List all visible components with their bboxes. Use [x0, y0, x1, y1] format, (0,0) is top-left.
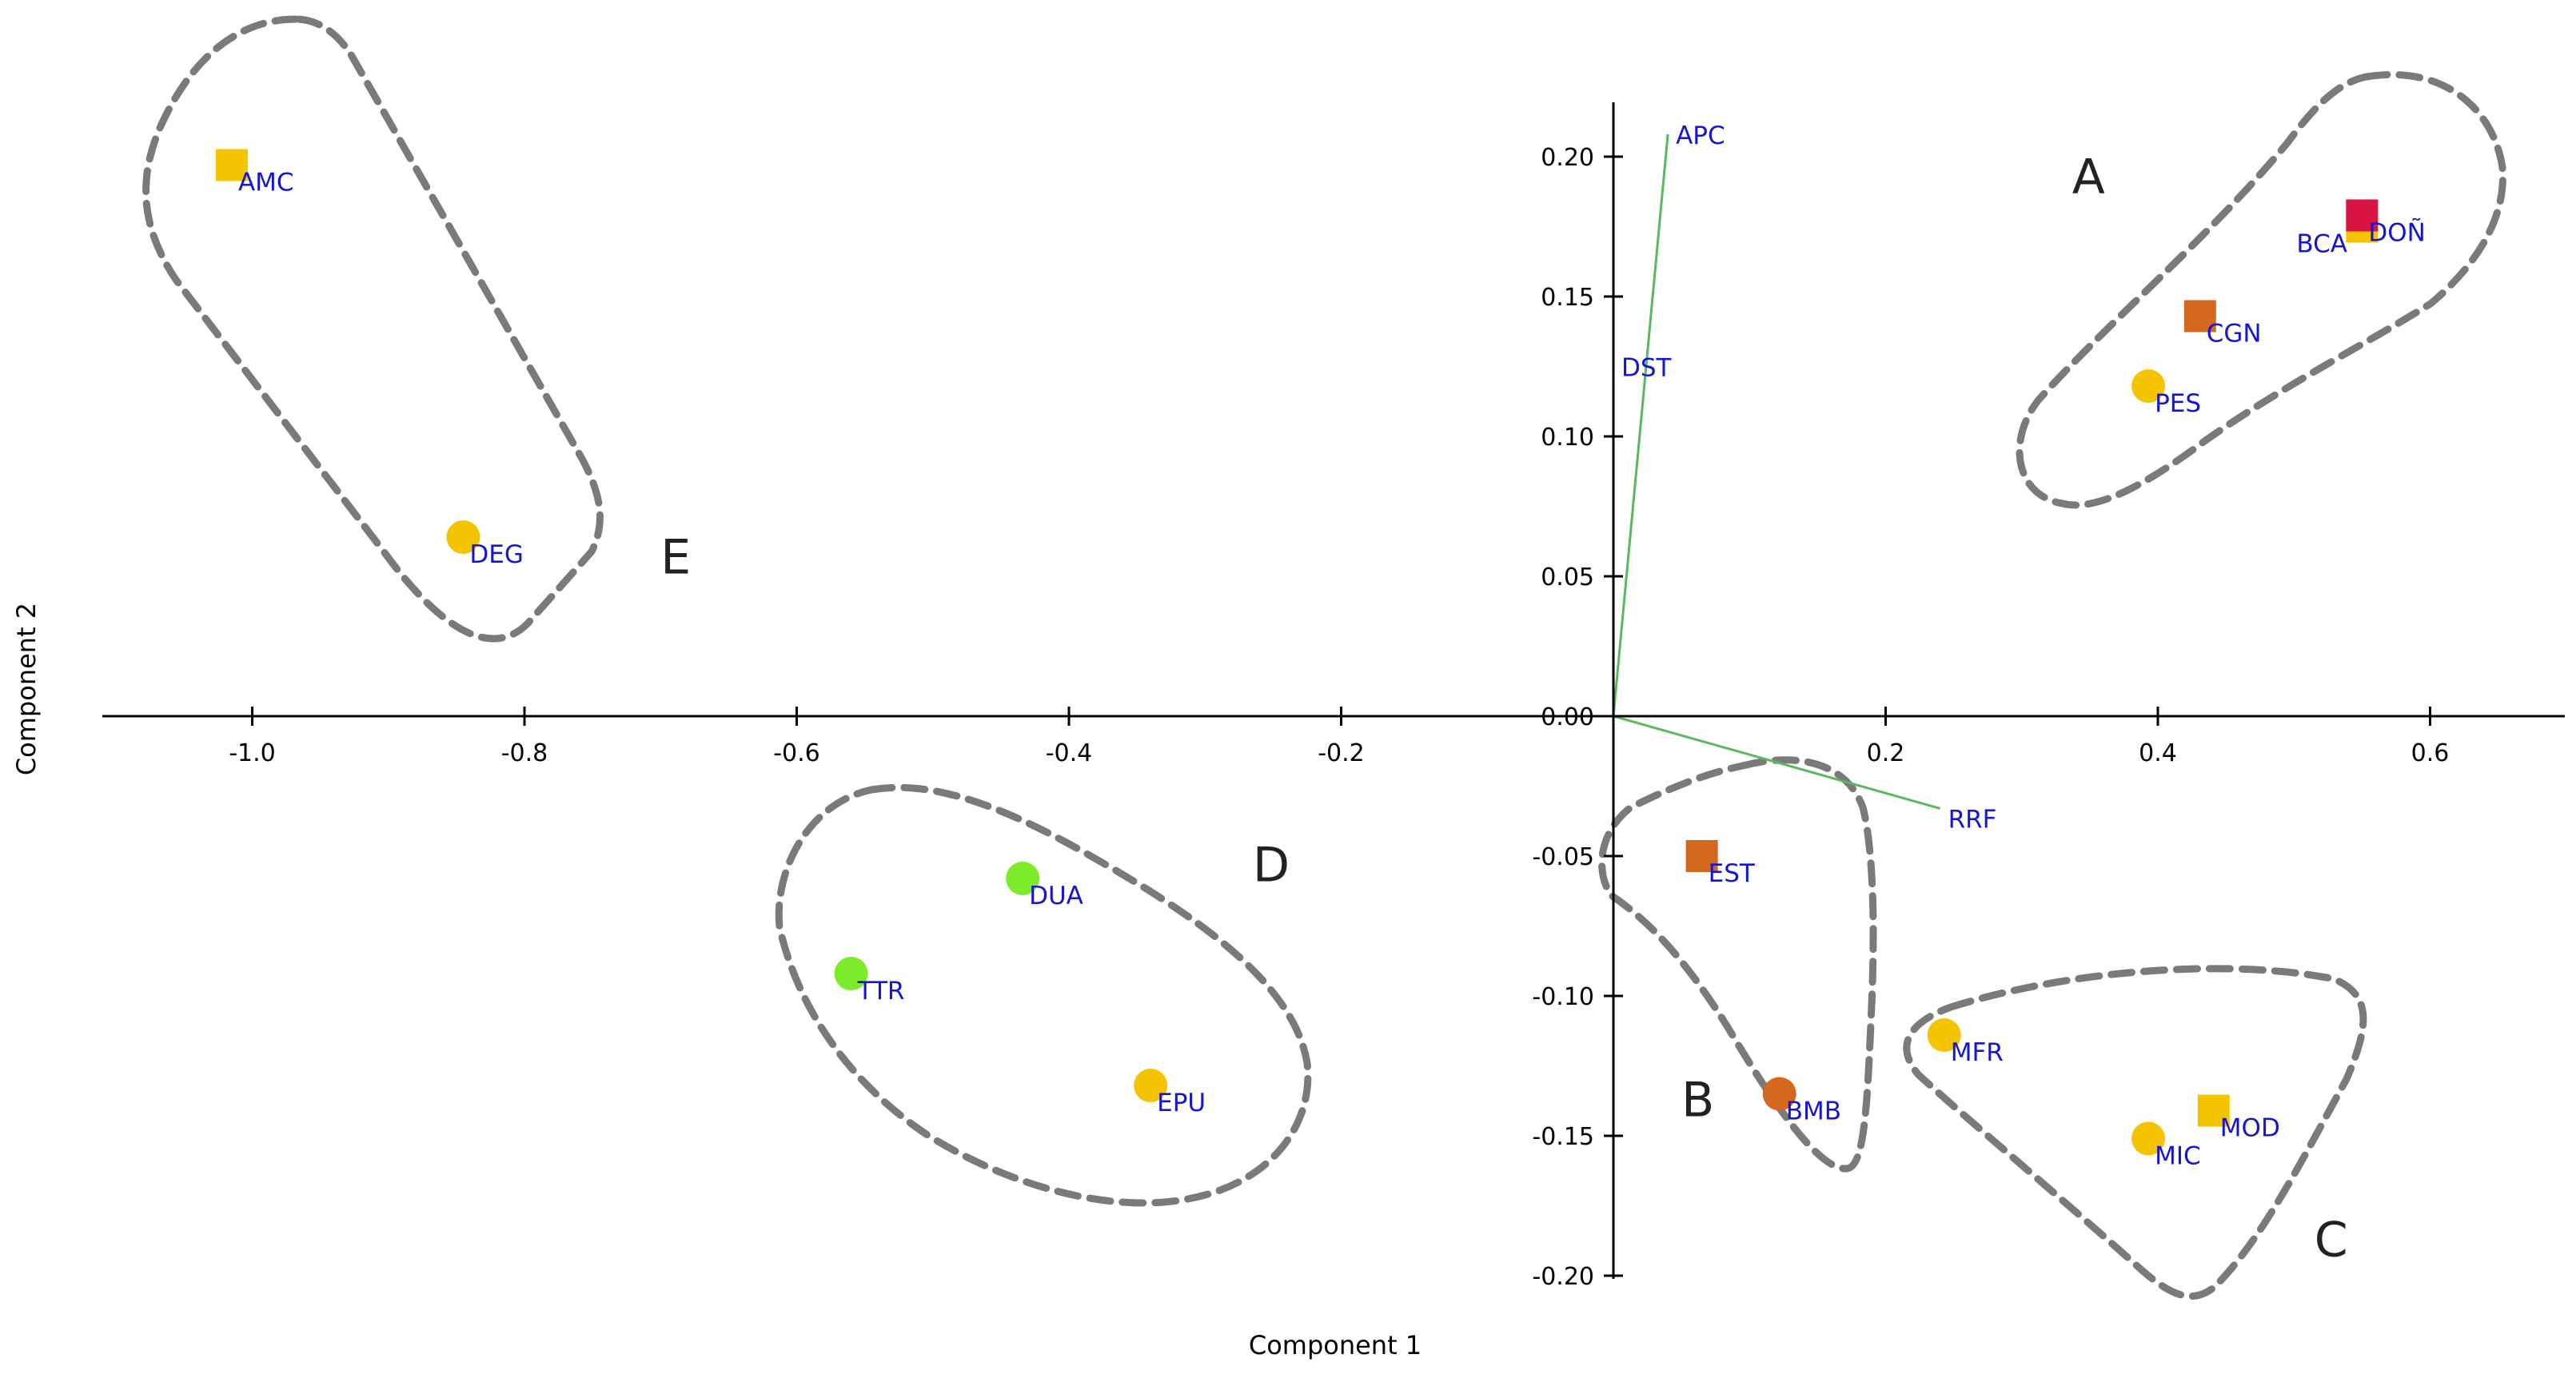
- y-tick-label: 0.00: [1541, 703, 1594, 731]
- x-tick-label: 0.2: [1867, 739, 1905, 767]
- x-tick-label: -0.4: [1046, 739, 1093, 767]
- y-tick-label: -0.15: [1532, 1123, 1594, 1151]
- group-label-a: A: [2072, 149, 2105, 205]
- point-label-bca: BCA: [2296, 230, 2347, 259]
- point-label-bmb: BMB: [1786, 1097, 1841, 1126]
- x-tick-label: -0.8: [501, 739, 548, 767]
- point-doñ-marker: [2346, 199, 2379, 232]
- point-mic-marker: [2131, 1121, 2166, 1156]
- point-label-deg: DEG: [469, 540, 523, 569]
- vector-rrf-line: [1613, 715, 1941, 810]
- group-labels: A B C D E: [660, 149, 2347, 1268]
- point-label-mod: MOD: [2220, 1114, 2280, 1143]
- point-dua-marker: [1006, 862, 1040, 895]
- y-tick-label: -0.05: [1532, 843, 1594, 871]
- cluster-c-hull: [1903, 965, 2367, 1300]
- x-tick-label: 0.4: [2139, 739, 2177, 767]
- cluster-a-hull: [2016, 70, 2506, 509]
- point-cgn-marker: [2183, 300, 2216, 333]
- y-tick-label: -0.10: [1532, 983, 1594, 1011]
- y-tick-label: 0.05: [1541, 564, 1594, 591]
- point-mod-marker: [2197, 1094, 2230, 1127]
- y-tick-label: -0.20: [1532, 1263, 1594, 1291]
- loading-vectors: [1612, 133, 1941, 810]
- point-mfr-marker: [1927, 1018, 1961, 1052]
- vector-label-dst: DST: [1621, 354, 1673, 383]
- cluster-d-hull: [775, 783, 1312, 1207]
- point-label-mic: MIC: [2155, 1142, 2201, 1171]
- point-amc-marker: [215, 149, 248, 181]
- point-est-marker: [1685, 840, 1718, 872]
- point-label-ttr: TTR: [857, 977, 905, 1006]
- point-label-est: EST: [1709, 859, 1756, 888]
- group-label-c: C: [2315, 1213, 2348, 1268]
- point-label-cgn: CGN: [2207, 320, 2262, 348]
- point-label-doñ: DOÑ: [2368, 219, 2425, 248]
- vector-label-apc: APC: [1676, 121, 1725, 150]
- data-points: [215, 149, 2379, 1156]
- cluster-e-hull: [142, 15, 604, 643]
- y-tick-label: 0.10: [1541, 424, 1594, 452]
- point-deg-marker: [446, 520, 481, 554]
- point-ttr-marker: [834, 957, 868, 990]
- point-label-epu: EPU: [1157, 1089, 1206, 1117]
- y-tick-label: 0.20: [1541, 144, 1594, 172]
- point-label-mfr: MFR: [1951, 1038, 2004, 1067]
- x-tick-label: 0.6: [2411, 739, 2450, 767]
- group-label-d: D: [1253, 838, 1290, 894]
- point-labels: AMC DEG BCA DOÑ CGN PES EST BMB MFR MIC MOD DUA TTR E…: [238, 121, 2426, 1171]
- group-label-e: E: [660, 530, 691, 586]
- point-bmb-marker: [1762, 1077, 1796, 1111]
- y-axis-title: Component 2: [11, 603, 42, 775]
- vector-label-rrf: RRF: [1948, 806, 1997, 834]
- x-tick-label: -1.0: [229, 739, 276, 767]
- point-label-pes: PES: [2155, 389, 2201, 418]
- group-label-b: B: [1681, 1073, 1714, 1129]
- x-tick-label: -0.6: [773, 739, 820, 767]
- x-axis-title: Component 1: [1249, 1330, 1422, 1360]
- point-pes-marker: [2131, 369, 2166, 403]
- axes: -1.0 -0.8 -0.6 -0.4 -0.2 0.2 0.4 0.6 0.20 0.15 0.1…: [102, 102, 2565, 1291]
- y-tick-label: 0.15: [1541, 284, 1594, 312]
- point-label-dua: DUA: [1029, 882, 1083, 910]
- point-epu-marker: [1134, 1069, 1168, 1102]
- cluster-b-hull: [1598, 756, 1877, 1173]
- point-label-amc: AMC: [238, 169, 294, 197]
- vector-apc-line: [1612, 133, 1669, 717]
- cluster-hulls: [142, 15, 2506, 1300]
- x-tick-label: -0.2: [1318, 739, 1365, 767]
